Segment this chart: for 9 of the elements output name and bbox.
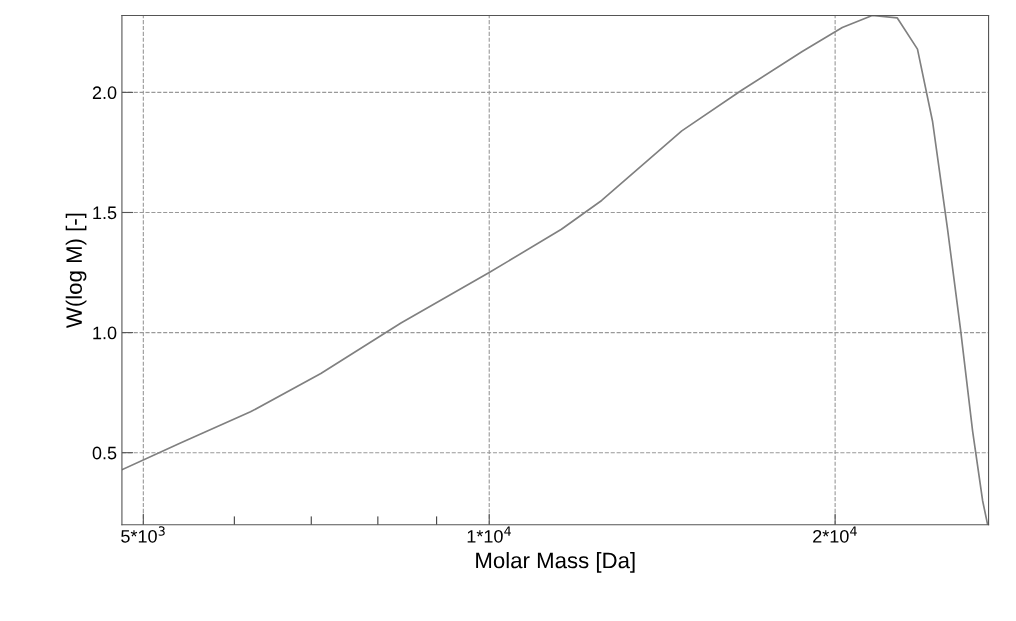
- y-tick-label: 2.0: [92, 86, 117, 100]
- y-tick-label: 1.5: [93, 206, 117, 220]
- x-axis-title: Molar Mass [Da]: [476, 551, 635, 573]
- y-tick-label: 0.5: [92, 446, 117, 460]
- x-tick-label: 5*10$^{3}$: [121, 526, 165, 543]
- x-tick-label: 1*10$^{4}$: [467, 526, 511, 543]
- y-tick-label: 1.0: [93, 326, 117, 340]
- y-axis-title: W(log M) [-]: [65, 213, 87, 329]
- x-tick-label: 2*10$^{4}$: [813, 526, 857, 543]
